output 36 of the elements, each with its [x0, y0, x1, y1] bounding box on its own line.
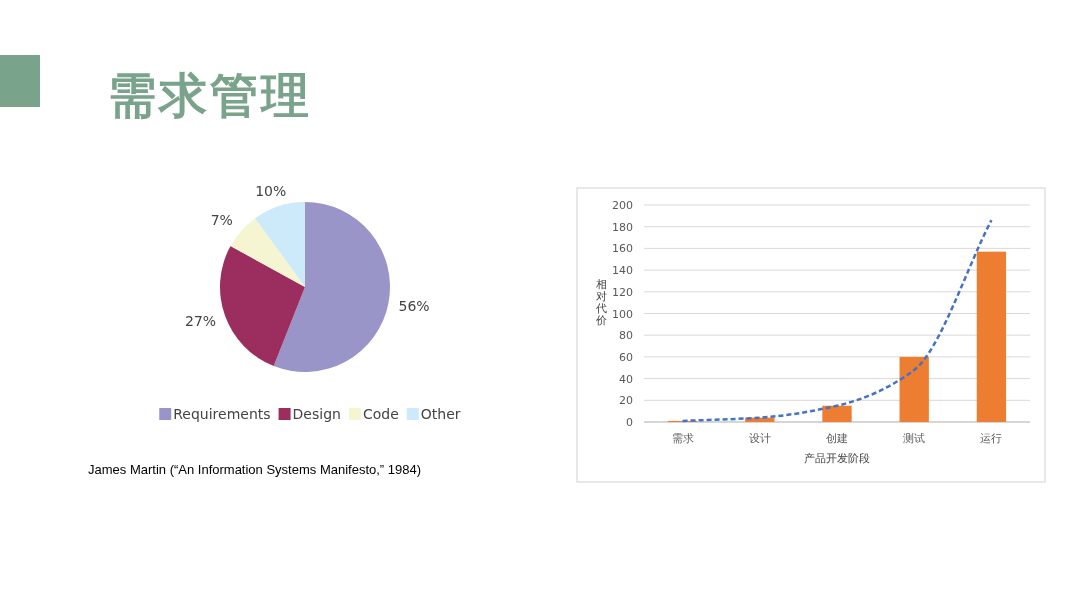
y-tick-label: 80: [619, 329, 633, 343]
y-tick-label: 120: [612, 285, 633, 299]
data-label: 10%: [255, 182, 287, 199]
y-axis-title: 相对代价: [594, 278, 607, 327]
bar: [976, 251, 1007, 422]
bar: [822, 405, 852, 422]
y-tick-label: 200: [612, 199, 633, 212]
pie-slice: [230, 218, 305, 287]
y-tick-label: 0: [626, 416, 633, 429]
y-tick-label: 60: [619, 350, 633, 364]
legend-label: Other: [420, 406, 461, 422]
x-tick-label: 设计: [748, 432, 771, 445]
legend-label: Design: [292, 406, 341, 422]
y-tick-label: 180: [612, 220, 633, 234]
x-axis-title: 产品开发阶段: [804, 452, 870, 465]
pie-slice: [255, 202, 305, 287]
data-label: 56%: [398, 297, 430, 314]
y-tick-label: 100: [612, 307, 633, 321]
y-tick-label: 40: [619, 372, 633, 386]
chart-title: 需求管理: [108, 67, 312, 123]
x-tick-label: 需求: [671, 432, 694, 445]
x-tick-label: 测试: [903, 432, 926, 445]
line-series: [681, 218, 993, 423]
y-tick-label: 140: [612, 264, 633, 278]
pie-slice: [273, 202, 390, 372]
y-tick-label: 160: [612, 242, 633, 256]
pie-slice: [220, 246, 305, 367]
x-tick-label: 运行: [980, 432, 1003, 445]
legend-label: Requirements: [173, 406, 271, 422]
x-tick-label: 创建: [826, 432, 848, 445]
legend-label: Code: [362, 406, 399, 422]
data-label: 27%: [185, 313, 217, 330]
y-tick-label: 20: [619, 394, 633, 408]
bar: [899, 356, 929, 422]
data-label: 7%: [210, 212, 233, 229]
text: James Martin (“An Information Systems Manifesto,” 1984): [88, 462, 422, 477]
